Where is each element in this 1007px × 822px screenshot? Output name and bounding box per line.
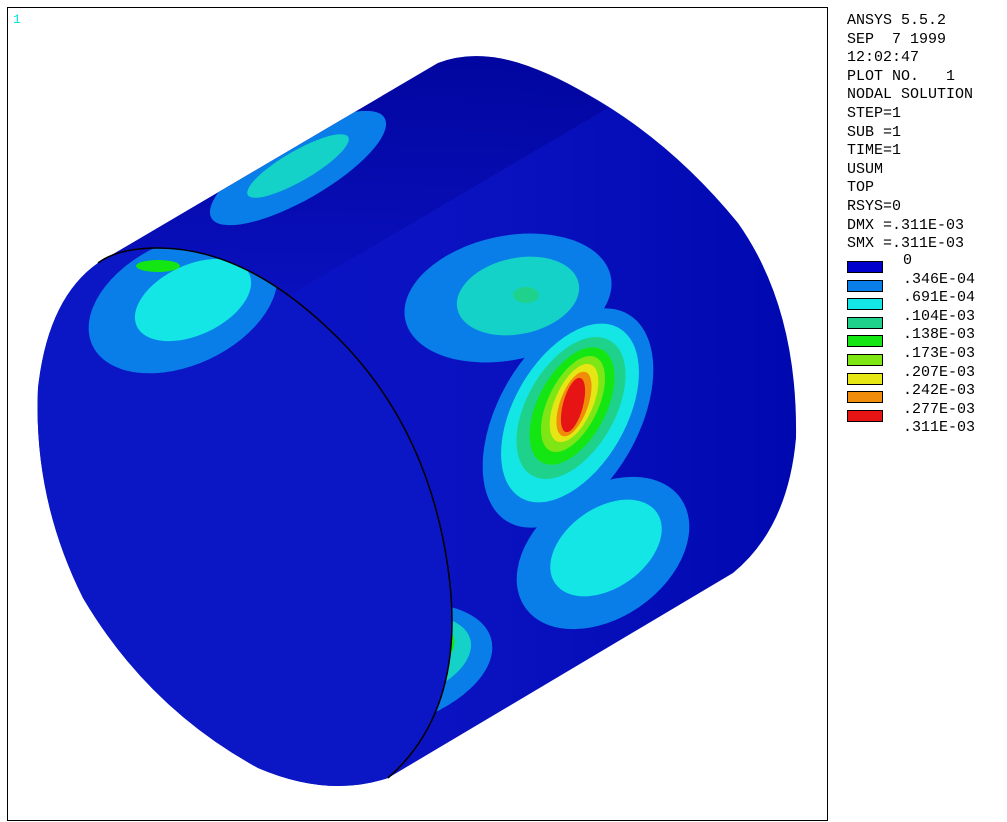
legend-level-label: 0: [903, 252, 913, 269]
legend-swatch: [847, 335, 883, 348]
legend-row: .207E-03: [847, 363, 1007, 385]
legend-row: 0: [847, 252, 1007, 273]
cylinder-top-shade: [98, 56, 608, 308]
legend-row: .242E-03: [847, 382, 1007, 404]
info-line: SUB =1: [847, 123, 902, 141]
info-line: SEP 7 1999: [847, 30, 947, 48]
info-line: NODAL SOLUTION: [847, 86, 974, 104]
legend-level-label: .691E-04: [903, 289, 976, 307]
legend-row: .311E-03: [847, 419, 1007, 438]
contour-peak: [482, 308, 654, 528]
legend-row: .104E-03: [847, 307, 1007, 329]
info-line: SMX =.311E-03: [847, 235, 965, 253]
legend-row: .691E-04: [847, 289, 1007, 311]
legend-swatch: [847, 353, 883, 366]
info-line: USUM: [847, 160, 884, 178]
legend-level-label: .277E-03: [903, 400, 976, 418]
legend-level-label: .346E-04: [903, 270, 976, 288]
contour-legend: 0.346E-04.691E-04.104E-03.138E-03.173E-0…: [847, 252, 1007, 438]
info-line: TIME=1: [847, 142, 902, 160]
info-line: RSYS=0: [847, 197, 902, 215]
info-line: ANSYS 5.5.2: [847, 12, 947, 29]
legend-level-label: .138E-03: [903, 326, 976, 344]
cylinder-inner-surface: [37, 248, 452, 786]
legend-row: .346E-04: [847, 270, 1007, 292]
graphics-viewport[interactable]: 1: [7, 7, 828, 821]
legend-swatch: [847, 298, 883, 311]
info-line: TOP: [847, 179, 875, 197]
contour-top: [209, 110, 387, 226]
legend-row: .138E-03: [847, 326, 1007, 348]
window-number: 1: [13, 12, 21, 27]
legend-swatch: [847, 372, 883, 385]
legend-level-label: .104E-03: [903, 307, 976, 325]
legend-level-label: .207E-03: [903, 363, 976, 381]
legend-row: .277E-03: [847, 400, 1007, 422]
legend-swatch: [847, 279, 883, 292]
legend-row: .173E-03: [847, 344, 1007, 366]
legend-level-label: .173E-03: [903, 344, 976, 362]
info-line: DMX =.311E-03: [847, 216, 965, 234]
legend-swatch: [847, 391, 883, 404]
info-line: PLOT NO. 1: [847, 67, 956, 85]
info-line: 12:02:47: [847, 49, 920, 67]
legend-swatch: [847, 316, 883, 329]
legend-level-label: .311E-03: [903, 419, 976, 437]
cylinder-plot: [37, 56, 797, 786]
info-line: STEP=1: [847, 104, 902, 122]
contour-inner-upper: [88, 248, 278, 374]
cylinder-rim: [97, 247, 453, 779]
legend-swatch: [847, 409, 883, 422]
legend-swatch: [847, 261, 883, 273]
legend-level-label: .242E-03: [903, 382, 976, 400]
